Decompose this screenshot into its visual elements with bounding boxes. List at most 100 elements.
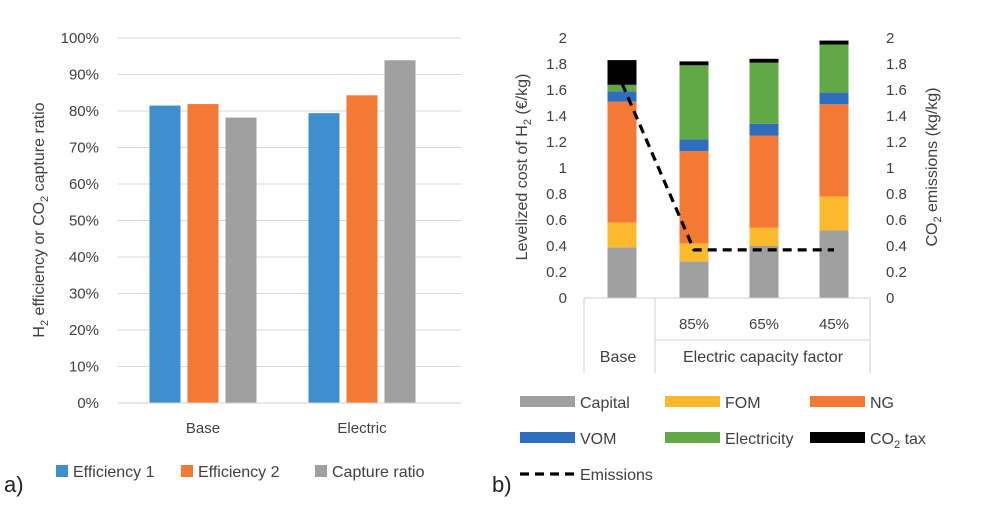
b-y-tick-label: 0.6: [546, 212, 567, 229]
a-y-tick-label: 40%: [69, 249, 99, 266]
chart-b: 0 0.2 0.4 0.6 0.8 1 1.2 1.4 1.6 1.8 2 0 0.2 0.4 0.6 0.…: [492, 30, 944, 497]
b-bar-65-vom: [749, 123, 779, 136]
a-y-tick-label: 10%: [69, 359, 99, 376]
b-bar-45-vom: [819, 92, 849, 105]
b-bar-base-fom: [607, 222, 637, 248]
b-x-tick-label-45: 45%: [819, 316, 849, 333]
b-stacked-bars: [607, 40, 849, 298]
b-bar-65-electricity: [749, 62, 779, 124]
b-y-tick-label: 1: [559, 160, 567, 177]
b-legend-swatch-electricity: [665, 432, 720, 443]
b-legend-swatch-fom: [665, 396, 720, 407]
a-bar-base-efficiency-2: [187, 104, 219, 403]
a-legend: Efficiency 1 Efficiency 2 Capture ratio: [56, 464, 425, 481]
b-bar-65-fom: [749, 227, 779, 246]
a-bar-base-capture-ratio: [225, 117, 257, 403]
b-legend: Capital FOM NG VOM Electricity CO2 tax E…: [520, 395, 926, 484]
b-bar-45-ng: [819, 104, 849, 197]
a-y-tick-label: 80%: [69, 103, 99, 120]
b-bar-85-fom: [679, 243, 709, 262]
b-bar-85-vom: [679, 139, 709, 152]
a-y-tick-label: 50%: [69, 213, 99, 230]
b-y-tick-labels: 0 0.2 0.4 0.6 0.8 1 1.2 1.4 1.6 1.8 2: [546, 30, 567, 307]
b-y-axis-label: Levelized cost of H2 (€/kg): [514, 74, 534, 261]
b-x-tick-label-65: 65%: [749, 316, 779, 333]
b-legend-label-vom: VOM: [580, 431, 616, 448]
b-legend-swatch-ng: [810, 396, 865, 407]
a-y-tick-label: 100%: [61, 30, 99, 47]
a-legend-label-capture-ratio: Capture ratio: [332, 464, 425, 481]
b-group-label-base: Base: [600, 349, 637, 366]
b-y2-tick-label: 1.8: [886, 56, 907, 73]
a-bar-base-efficiency-1: [149, 105, 181, 404]
b-bar-base-electricity: [607, 84, 637, 92]
b-legend-swatch-capital: [520, 396, 575, 407]
b-bar-65-co2-tax: [749, 58, 779, 63]
b-y2-tick-label: 0: [886, 290, 894, 307]
b-y2-tick-label: 1.6: [886, 82, 907, 99]
b-y-tick-label: 1.8: [546, 56, 567, 73]
b-bar-base-capital: [607, 247, 637, 298]
chart-a: 0% 10% 20% 30% 40% 50% 60% 70% 80% 90% 100% Base El…: [4, 30, 461, 497]
b-legend-swatch-vom: [520, 432, 575, 443]
b-category-table: [583, 298, 871, 373]
a-y-axis-label: H2 efficiency or CO2 capture ratio: [31, 102, 51, 337]
a-bar-electric-efficiency-2: [346, 95, 378, 404]
b-y-tick-label: 2: [559, 30, 567, 47]
b-x-tick-labels: 85% 65% 45%: [679, 316, 849, 333]
b-y2-tick-labels: 0 0.2 0.4 0.6 0.8 1 1.2 1.4 1.6 1.8 2: [886, 30, 907, 307]
b-legend-label-co2-tax: CO2 tax: [870, 431, 926, 451]
a-y-tick-label: 30%: [69, 286, 99, 303]
b-y2-axis-label: CO2 emissions (kg/kg): [924, 87, 944, 246]
b-y-tick-label: 0.2: [546, 264, 567, 281]
a-y-tick-label: 20%: [69, 322, 99, 339]
b-bar-85-capital: [679, 261, 709, 298]
b-bar-65-capital: [749, 246, 779, 298]
b-legend-label-fom: FOM: [725, 395, 761, 412]
a-y-tick-label: 60%: [69, 176, 99, 193]
b-y2-tick-label: 0.8: [886, 186, 907, 203]
b-bar-base-vom: [607, 91, 637, 102]
b-y2-tick-label: 1.4: [886, 108, 907, 125]
b-y-tick-label: 1.4: [546, 108, 567, 125]
b-y2-tick-label: 1: [886, 160, 894, 177]
b-y2-tick-label: 0.2: [886, 264, 907, 281]
b-legend-label-ng: NG: [870, 395, 894, 412]
b-group-label-electric: Electric capacity factor: [683, 349, 844, 366]
b-bar-45-capital: [819, 230, 849, 298]
b-bar-base-ng: [607, 101, 637, 223]
b-legend-label-emissions: Emissions: [580, 467, 653, 484]
b-emissions-line: [620, 82, 834, 252]
a-y-tick-label: 90%: [69, 67, 99, 84]
b-x-tick-label-85: 85%: [679, 316, 709, 333]
a-legend-label-efficiency-1: Efficiency 1: [73, 464, 155, 481]
a-panel-label: a): [4, 472, 24, 497]
b-y-tick-label: 1.2: [546, 134, 567, 151]
a-bar-electric-efficiency-1: [308, 113, 340, 403]
b-y-tick-label: 1.6: [546, 82, 567, 99]
b-y2-tick-label: 2: [886, 30, 894, 47]
b-bar-45-electricity: [819, 44, 849, 93]
a-legend-label-efficiency-2: Efficiency 2: [198, 464, 280, 481]
a-bars: [149, 60, 416, 404]
b-bar-45-fom: [819, 196, 849, 231]
b-y2-tick-label: 0.4: [886, 238, 907, 255]
a-legend-swatch-efficiency-2: [181, 465, 193, 477]
b-bar-85-electricity: [679, 65, 709, 140]
a-y-tick-label: 0%: [77, 395, 99, 412]
a-legend-swatch-capture-ratio: [315, 465, 327, 477]
a-bar-electric-capture-ratio: [384, 60, 416, 403]
a-x-tick-label-base: Base: [186, 420, 220, 437]
b-legend-swatch-co2-tax: [810, 432, 865, 443]
b-bar-45-co2-tax: [819, 40, 849, 45]
a-x-tick-labels: Base Electric: [186, 420, 387, 437]
b-panel-label: b): [492, 472, 512, 497]
b-bar-base-co2-tax: [607, 60, 637, 85]
b-y-tick-label: 0.4: [546, 238, 567, 255]
a-x-tick-label-electric: Electric: [337, 420, 387, 437]
b-legend-label-electricity: Electricity: [725, 431, 793, 448]
b-y2-tick-label: 0.6: [886, 212, 907, 229]
b-legend-label-capital: Capital: [580, 395, 630, 412]
a-y-tick-label: 70%: [69, 140, 99, 157]
